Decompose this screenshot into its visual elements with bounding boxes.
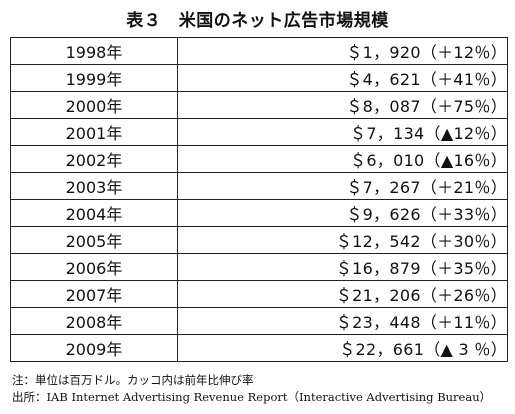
year-cell: 1998年 [10,37,178,65]
table-notes: 注：単位は百万ドル。カッコ内は前年比伸び率 出所：IAB Internet Ad… [12,372,507,406]
table-row: 2004年 ＄9，626（＋33％） [10,199,508,227]
value-cell: ＄16，879（＋35％） [177,253,508,281]
year-cell: 2003年 [10,172,178,200]
table-row: 2000年 ＄8，087（＋75％） [10,91,508,119]
table-title: 表３ 米国のネット広告市場規模 [126,11,389,31]
year-cell: 1999年 [10,64,178,92]
value-cell: ＄12，542（＋30％） [177,226,508,254]
table-row: 2009年 ＄22，661（▲ 3 ％） [10,334,508,362]
value-cell: ＄22，661（▲ 3 ％） [177,334,508,362]
table-row: 2003年 ＄7，267（＋21％） [10,172,508,200]
value-cell: ＄8，087（＋75％） [177,91,508,119]
year-cell: 2009年 [10,334,178,362]
table-row: 2006年 ＄16，879（＋35％） [10,253,508,281]
year-cell: 2004年 [10,199,178,227]
value-cell: ＄1，920（＋12％） [177,37,508,65]
year-cell: 2005年 [10,226,178,254]
table-row: 2001年 ＄7，134（▲12％） [10,118,508,146]
value-cell: ＄7，134（▲12％） [177,118,508,146]
year-cell: 2002年 [10,145,178,173]
value-cell: ＄23，448（＋11％） [177,307,508,335]
value-cell: ＄4，621（＋41％） [177,64,508,92]
table-row: 1999年 ＄4，621（＋41％） [10,64,508,92]
value-cell: ＄9，626（＋33％） [177,199,508,227]
year-cell: 2001年 [10,118,178,146]
source-note: 出所：IAB Internet Advertising Revenue Repo… [12,390,492,404]
value-cell: ＄6，010（▲16％） [177,145,508,173]
table-row: 2007年 ＄21，206（＋26％） [10,280,508,308]
year-cell: 2007年 [10,280,178,308]
table-row: 2005年 ＄12，542（＋30％） [10,226,508,254]
market-size-table: 1998年 ＄1，920（＋12％） 1999年 ＄4，621（＋41％） 2000… [10,37,508,362]
year-cell: 2008年 [10,307,178,335]
year-cell: 2000年 [10,91,178,119]
table-row: 1998年 ＄1，920（＋12％） [10,37,508,65]
unit-note: 注：単位は百万ドル。カッコ内は前年比伸び率 [12,373,254,387]
year-cell: 2006年 [10,253,178,281]
table-row: 2002年 ＄6，010（▲16％） [10,145,508,173]
value-cell: ＄7，267（＋21％） [177,172,508,200]
table-row: 2008年 ＄23，448（＋11％） [10,307,508,335]
value-cell: ＄21，206（＋26％） [177,280,508,308]
